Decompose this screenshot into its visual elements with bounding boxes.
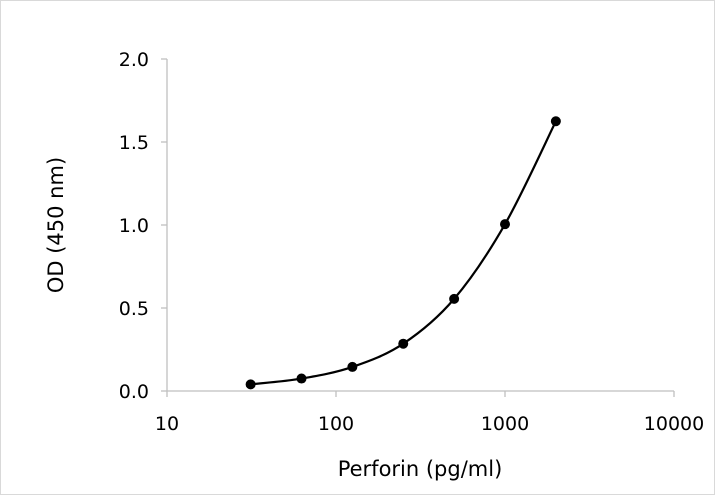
data-point: [398, 338, 409, 349]
x-axis-title: Perforin (pg/ml): [338, 457, 503, 481]
y-tick-label: 1.5: [119, 132, 149, 154]
y-tick-label: 1.0: [119, 215, 149, 237]
y-tick-label: 0.0: [119, 381, 149, 403]
data-point: [347, 361, 358, 372]
y-tick-label: 0.5: [119, 298, 149, 320]
data-point: [245, 379, 256, 390]
data-point: [500, 219, 510, 230]
x-tick-label: 1000: [481, 413, 529, 435]
data-point: [550, 116, 561, 127]
y-axis-title: OD (450 nm): [44, 157, 68, 293]
y-tick-label: 2.0: [119, 49, 149, 71]
x-tick-label: 10: [155, 413, 179, 435]
x-axis: [166, 390, 675, 397]
y-axis: [161, 58, 168, 392]
data-points: [245, 116, 561, 390]
data-point: [449, 293, 460, 304]
data-point: [296, 373, 307, 384]
x-tick-label: 100: [318, 413, 354, 435]
x-tick-label: 10000: [644, 413, 704, 435]
tick-labels: 0.0 0.5 1.0 1.5 2.0 10 100 1000 10000: [119, 49, 704, 435]
